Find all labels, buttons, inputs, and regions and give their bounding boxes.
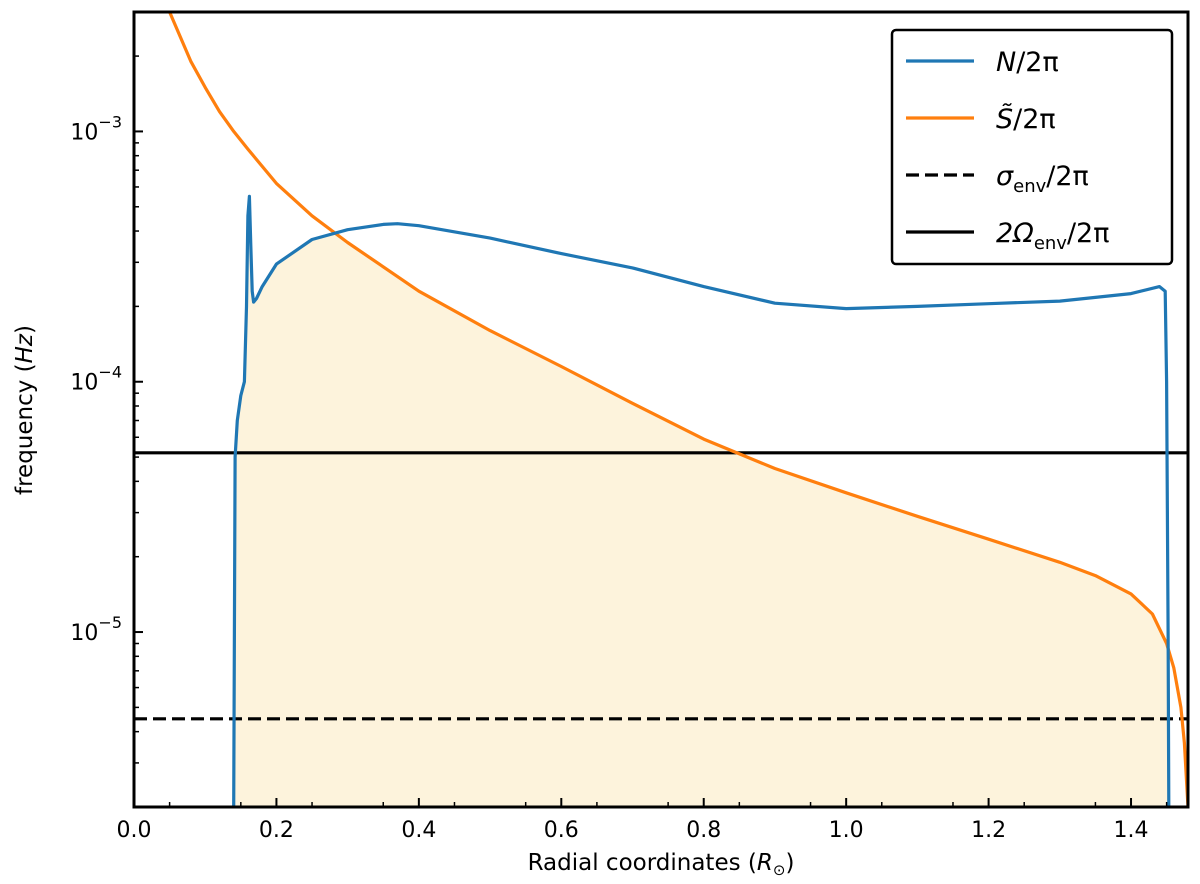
x-axis-label-text: Radial coordinates [528, 850, 741, 876]
legend-label-sigma: σenv/2π [996, 161, 1089, 197]
legend: N/2π S̃/2π σenv/2π 2Ωenv/2π [890, 28, 1174, 266]
x-tick-label: 0.4 [401, 818, 436, 843]
x-tick-label: 1.0 [829, 818, 864, 843]
shaded-region [233, 220, 1169, 807]
y-tick-label: 10−5 [70, 613, 122, 646]
x-tick-label: 1.4 [1114, 818, 1149, 843]
y-axis-label-unit: Hz [12, 333, 38, 363]
legend-label-omega: 2Ωenv/2π [996, 218, 1109, 254]
legend-label-S: S̃/2π [996, 103, 1056, 135]
x-tick-label: 0.8 [686, 818, 721, 843]
y-axis-ticks: 10−5 10−4 10−3 [70, 11, 143, 808]
shaded-region-area [233, 220, 1169, 807]
x-axis-label: Radial coordinates (R⊙) [528, 850, 795, 879]
y-tick-label: 10−3 [70, 112, 122, 145]
x-axis-label-unit-sub: ⊙ [773, 861, 786, 879]
legend-box [890, 28, 1174, 266]
series-layer [134, 12, 1188, 807]
series-line-N [232, 194, 1171, 807]
y-tick-label: 10−4 [70, 363, 122, 396]
y-axis-label: frequency (Hz) [12, 325, 38, 495]
x-tick-label: 0.6 [544, 818, 579, 843]
x-axis-ticks: 0.0 0.2 0.4 0.6 0.8 1.0 1.2 1.4 [117, 798, 1168, 843]
x-tick-label: 0.0 [117, 818, 152, 843]
plot-frame [132, 10, 1190, 809]
x-axis-label-unit: R [757, 850, 773, 876]
series-line-S [168, 12, 1188, 807]
y-axis-label-text: frequency [12, 380, 38, 495]
x-tick-label: 0.2 [259, 818, 294, 843]
legend-label-N: N/2π [996, 47, 1059, 78]
x-tick-label: 1.2 [971, 818, 1006, 843]
